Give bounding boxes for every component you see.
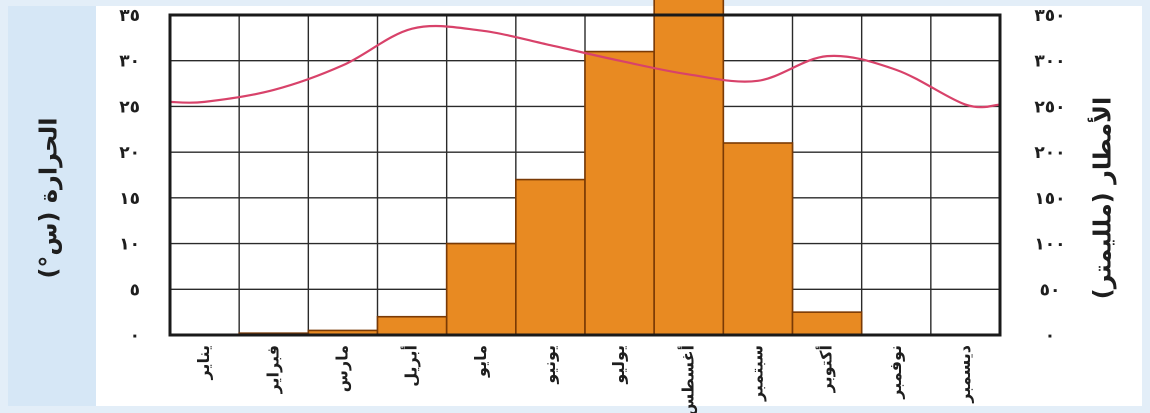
rainfall-bar [653,0,725,336]
left-tick-label: ٣٠ [119,52,140,72]
month-label: يونيو [540,345,559,385]
right-tick-label: ٣٥٠ [1034,6,1065,26]
left-axis-band [8,6,96,406]
right-tick-label: ٢٥٠ [1034,97,1065,117]
left-tick-label: ١٥ [119,189,140,209]
rainfall-bars [238,0,863,336]
month-label: ديسمبر [955,345,974,404]
left-tick-label: ٢٠ [119,143,140,163]
rainfall-bar [584,50,655,336]
left-tick-label: ٢٥ [119,97,140,117]
right-tick-label: ٣٠٠ [1034,52,1065,72]
month-label: أغسطس [677,345,697,413]
month-label: فبراير [263,345,282,394]
month-label: نوفمبر [886,345,905,400]
plot-frame [168,13,1002,337]
month-label: أكتوبر [816,345,836,393]
left-axis-label: الحرارة (س°) [34,117,63,279]
month-label: يوليو [609,345,628,385]
right-tick-label: ١٠٠ [1034,235,1065,255]
right-tick-labels: ٠ ٥٠ ١٠٠ ١٥٠ ٢٠٠ ٢٥٠ ٣٠٠ ٣٥٠ [1034,6,1065,346]
right-axis-label: الأمطار (ملليمتر) [1087,96,1116,300]
month-label: يناير [194,345,213,381]
month-labels: يناير فبراير مارس أبريل مايو يونيو يوليو أغسطس س… [194,345,974,413]
month-label: أبريل [401,345,421,387]
temperature-line [169,24,1001,109]
rainfall-bar [515,178,586,336]
rainfall-bar [445,242,517,336]
left-tick-label: ٥ [130,280,140,300]
right-tick-label: ١٥٠ [1034,189,1065,209]
month-label: سبتمبر [747,345,766,402]
left-tick-label: ٠ [130,326,140,346]
left-tick-labels: ٠ ٥ ١٠ ١٥ ٢٠ ٢٥ ٣٠ ٣٥ [119,6,140,346]
right-tick-label: ٠ [1045,326,1055,346]
right-tick-label: ٥٠ [1040,280,1061,300]
rainfall-bar [791,311,863,336]
left-tick-label: ٣٥ [119,6,140,26]
month-label: مايو [471,345,490,378]
rainfall-bar [376,315,448,336]
temperature-line-path [169,24,1001,109]
left-tick-label: ١٠ [119,235,140,255]
month-label: مارس [332,345,351,392]
rainfall-bar [722,142,794,336]
right-tick-label: ٢٠٠ [1034,143,1065,163]
